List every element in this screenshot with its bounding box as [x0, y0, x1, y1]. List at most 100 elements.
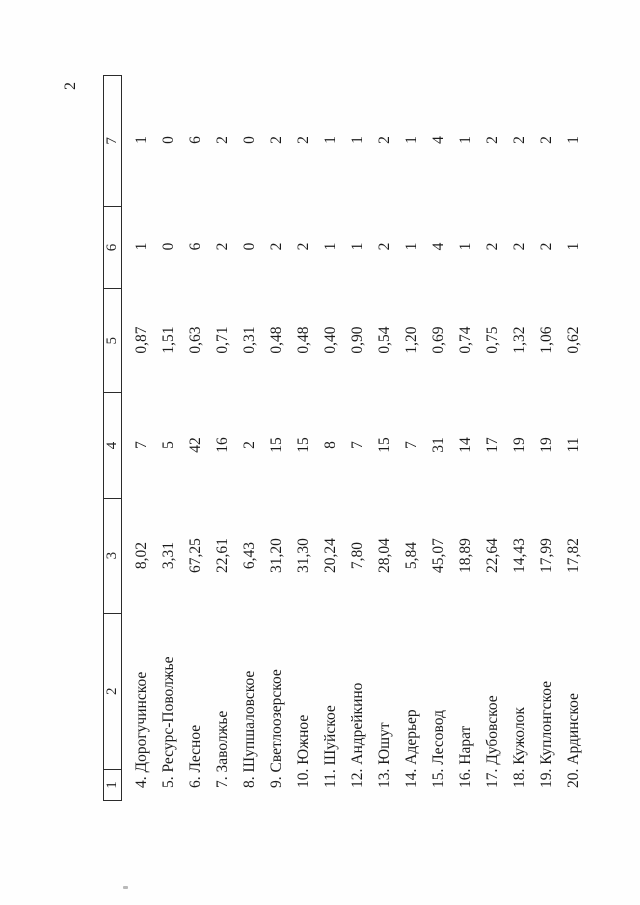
cell-col7: 2 — [375, 136, 393, 144]
cell-col3: 67,25 — [186, 538, 204, 573]
row-number-and-name: 6. Лесное — [186, 724, 204, 788]
cell-col4: 7 — [132, 441, 150, 449]
cell-col5: 0,74 — [456, 326, 474, 354]
table-row: 4. Дорогучинское 8,02 7 0,87 1 1 — [128, 75, 155, 801]
column-header-5: 5 — [104, 288, 121, 393]
cell-col7: 2 — [267, 136, 285, 144]
cell-col3: 18,89 — [456, 538, 474, 573]
cell-col4: 19 — [537, 437, 555, 453]
cell-col5: 0,75 — [483, 326, 501, 354]
row-number-and-name: 11. Шуйское — [321, 705, 339, 788]
cell-col6: 2 — [375, 242, 393, 251]
cell-col7: 0 — [240, 136, 258, 144]
cell-col7: 2 — [510, 136, 528, 144]
row-number-and-name: 14. Адерьер — [402, 709, 420, 788]
table-row: 15. Лесовод 45,07 31 0,69 4 4 — [425, 75, 452, 801]
cell-col5: 0,71 — [213, 326, 231, 354]
cell-col4: 5 — [159, 441, 177, 449]
column-header-1: 1 — [104, 769, 121, 800]
cell-col4: 19 — [510, 437, 528, 453]
cell-col7: 1 — [402, 136, 420, 144]
cell-col7: 1 — [321, 136, 339, 144]
cell-col5: 1,20 — [402, 326, 420, 354]
table-row: 5. Ресурс-Поволжье 3,31 5 1,51 0 0 — [155, 75, 182, 801]
cell-col6: 2 — [267, 242, 285, 251]
table-row: 14. Адерьер 5,84 7 1,20 1 1 — [398, 75, 425, 801]
table-row: 7. Заволжье 22,61 16 0,71 2 2 — [209, 75, 236, 801]
cell-col6: 2 — [537, 242, 555, 251]
cell-col5: 0,54 — [375, 326, 393, 354]
row-number-and-name: 20. Ардинское — [564, 693, 582, 788]
cell-col4: 11 — [564, 437, 582, 453]
table-row: 19. Куплонгское 17,99 19 1,06 2 2 — [533, 75, 560, 801]
cell-col3: 31,20 — [267, 538, 285, 573]
cell-col5: 0,40 — [321, 326, 339, 354]
cell-col7: 2 — [294, 136, 312, 144]
cell-col4: 17 — [483, 437, 501, 453]
cell-col3: 17,82 — [564, 538, 582, 573]
cell-col5: 0,69 — [429, 326, 447, 354]
table-row: 11. Шуйское 20,24 8 0,40 1 1 — [317, 75, 344, 801]
table-row: 6. Лесное 67,25 42 0,63 6 6 — [182, 75, 209, 801]
cell-col7: 2 — [213, 136, 231, 144]
row-number-and-name: 5. Ресурс-Поволжье — [159, 656, 177, 789]
cell-col6: 0 — [240, 242, 258, 251]
table-row: 10. Южное 31,30 15 0,48 2 2 — [290, 75, 317, 801]
cell-col6: 1 — [321, 242, 339, 251]
cell-col3: 31,30 — [294, 538, 312, 573]
cell-col3: 5,84 — [402, 541, 420, 570]
cell-col5: 0,48 — [267, 326, 285, 354]
cell-col4: 15 — [375, 437, 393, 453]
row-number-and-name: 8. Шупшаловское — [240, 670, 258, 788]
scan-speck — [123, 886, 128, 889]
cell-col7: 6 — [186, 136, 204, 144]
column-header-3: 3 — [104, 497, 121, 613]
cell-col6: 1 — [132, 242, 150, 251]
table-row: 20. Ардинское 17,82 11 0,62 1 1 — [560, 75, 587, 801]
cell-col3: 20,24 — [321, 538, 339, 573]
table-body: 4. Дорогучинское 8,02 7 0,87 1 1 5. Ресурс-Пов… — [122, 75, 587, 801]
cell-col6: 1 — [402, 242, 420, 251]
cell-col4: 8 — [321, 441, 339, 449]
cell-col5: 1,06 — [537, 326, 555, 354]
row-number-and-name: 16. Нарат — [456, 725, 474, 788]
cell-col6: 0 — [159, 242, 177, 251]
cell-col4: 2 — [240, 441, 258, 449]
cell-col3: 6,43 — [240, 541, 258, 570]
cell-col5: 0,63 — [186, 326, 204, 354]
cell-col3: 14,43 — [510, 538, 528, 573]
cell-col7: 2 — [537, 136, 555, 144]
cell-col3: 8,02 — [132, 541, 150, 570]
cell-col5: 0,31 — [240, 326, 258, 354]
cell-col6: 2 — [483, 242, 501, 251]
cell-col5: 1,51 — [159, 326, 177, 354]
row-number-and-name: 19. Куплонгское — [537, 680, 555, 788]
table-row: 13. Юшут 28,04 15 0,54 2 2 — [371, 75, 398, 801]
cell-col7: 4 — [429, 136, 447, 144]
row-number-and-name: 10. Южное — [294, 714, 312, 788]
column-header-6: 6 — [104, 205, 121, 289]
cell-col7: 1 — [132, 136, 150, 144]
cell-col6: 2 — [213, 242, 231, 251]
column-header-7: 7 — [104, 137, 120, 145]
cell-col7: 1 — [348, 136, 366, 144]
cell-col6: 2 — [294, 242, 312, 251]
cell-col6: 1 — [456, 242, 474, 251]
cell-col3: 22,64 — [483, 538, 501, 573]
cell-col4: 15 — [294, 437, 312, 453]
cell-col3: 17,99 — [537, 538, 555, 573]
cell-col4: 15 — [267, 437, 285, 453]
row-number-and-name: 17. Дубовское — [483, 695, 501, 788]
cell-col3: 45,07 — [429, 538, 447, 573]
table-row: 16. Нарат 18,89 14 0,74 1 1 — [452, 75, 479, 801]
column-header-4: 4 — [104, 392, 121, 498]
cell-col4: 7 — [348, 441, 366, 449]
cell-col5: 0,62 — [564, 326, 582, 354]
row-number-and-name: 9. Светлоозерское — [267, 669, 285, 788]
table-row: 17. Дубовское 22,64 17 0,75 2 2 — [479, 75, 506, 801]
cell-col3: 7,80 — [348, 541, 366, 570]
row-number-and-name: 13. Юшут — [375, 722, 393, 788]
